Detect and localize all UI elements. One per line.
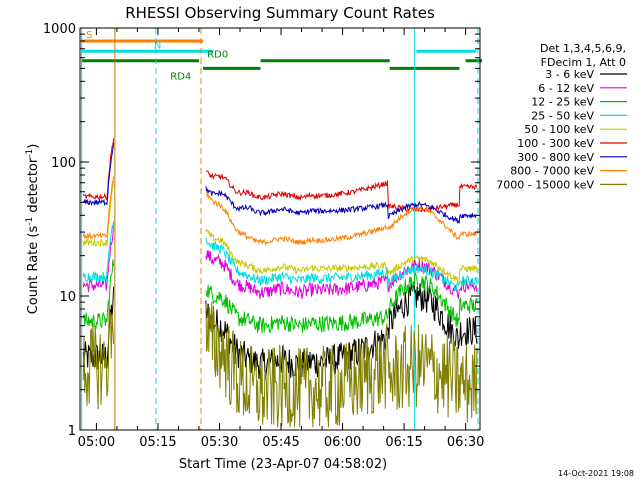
y-axis-label: Count Rate (s-1 detector-1) <box>25 144 41 315</box>
legend: Det 1,3,4,5,6,9, FDecim 1, Att 0 3 - 6 k… <box>496 42 627 191</box>
x-tick-label-0: 05:00 <box>78 435 115 450</box>
y-label-sup2: -1 <box>25 149 35 158</box>
series-line-2 <box>82 259 478 334</box>
y-tick-label-1: 10 <box>59 290 76 305</box>
x-axis-label: Start Time (23-Apr-07 04:58:02) <box>179 457 387 472</box>
flag-label-n: N <box>154 40 161 51</box>
series-line-1 <box>82 222 478 300</box>
series-lines <box>82 138 478 428</box>
series-line-4 <box>82 180 478 284</box>
series-line-5 <box>82 138 478 213</box>
y-tick-label-3: 1000 <box>43 22 76 37</box>
legend-label-3: 25 - 50 keV <box>531 109 594 122</box>
series-line-6 <box>82 142 478 225</box>
y-label-sup1: -1 <box>25 217 35 226</box>
footer-timestamp: 14-Oct-2021 19:08 <box>558 469 634 478</box>
legend-label-6: 300 - 800 keV <box>517 151 594 164</box>
x-tick-label-5: 06:15 <box>385 435 422 450</box>
legend-header-2: FDecim 1, Att 0 <box>541 56 626 69</box>
x-tick-label-3: 05:45 <box>262 435 299 450</box>
axis-ticks: 05:00 05:15 05:30 05:45 06:00 06:15 06:30 1 10 10… <box>43 22 484 450</box>
vertical-markers <box>81 28 479 430</box>
legend-label-7: 800 - 7000 keV <box>510 165 594 178</box>
x-tick-label-2: 05:30 <box>201 435 238 450</box>
series-line-8 <box>82 302 478 428</box>
y-tick-label-2: 100 <box>51 156 76 171</box>
y-label-mid: detector <box>26 157 41 217</box>
legend-label-5: 100 - 300 keV <box>517 137 594 150</box>
y-tick-label-0: 1 <box>68 424 76 439</box>
legend-label-2: 12 - 25 keV <box>531 96 594 109</box>
series-line-3 <box>82 221 478 292</box>
flag-label-rd0: RD0 <box>207 50 228 61</box>
legend-label-0: 3 - 6 keV <box>545 68 594 81</box>
x-tick-label-1: 05:15 <box>139 435 176 450</box>
x-tick-label-6: 06:30 <box>447 435 484 450</box>
x-tick-label-4: 06:00 <box>324 435 361 450</box>
y-label-end: ) <box>26 144 41 149</box>
flag-label-rd4: RD4 <box>170 71 191 82</box>
y-label-main: Count Rate (s <box>26 226 41 315</box>
legend-label-8: 7000 - 15000 keV <box>496 178 594 191</box>
plot-frame <box>79 27 481 431</box>
flag-label-s: S <box>86 30 92 41</box>
flag-bars: S N RD0 RD4 <box>82 30 483 82</box>
legend-label-1: 6 - 12 keV <box>538 82 594 95</box>
legend-header-1: Det 1,3,4,5,6,9, <box>540 42 626 55</box>
series-line-7 <box>82 176 478 247</box>
chart-title: RHESSI Observing Summary Count Rates <box>125 4 435 22</box>
legend-label-4: 50 - 100 keV <box>524 123 594 136</box>
